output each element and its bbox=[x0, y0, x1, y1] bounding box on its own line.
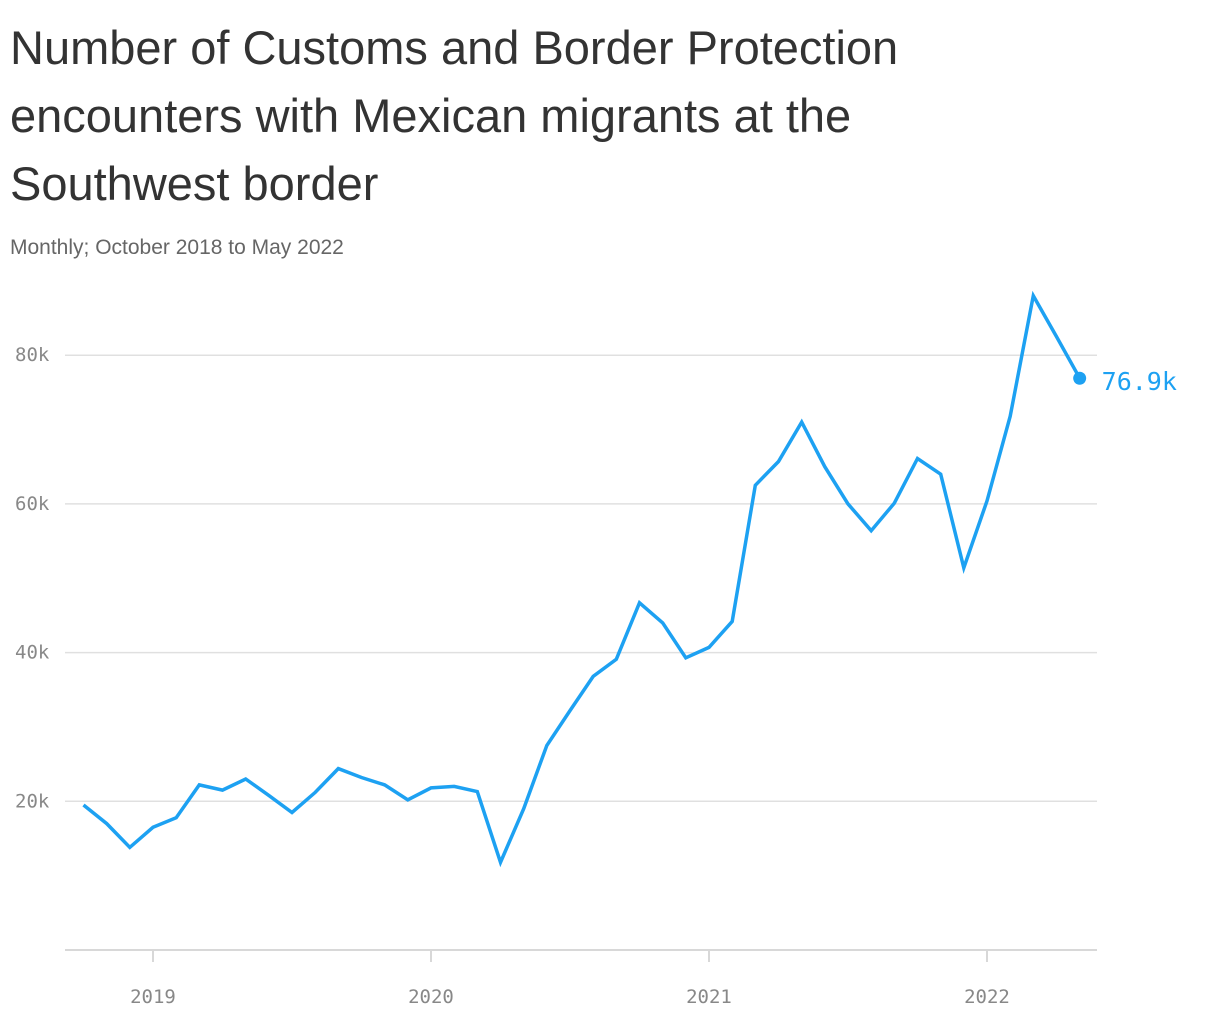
endpoint-marker bbox=[1073, 371, 1087, 385]
chart-subtitle: Monthly; October 2018 to May 2022 bbox=[10, 236, 344, 259]
x-tick-label: 2022 bbox=[964, 986, 1010, 1008]
series-layer: 76.9k bbox=[82, 290, 1177, 868]
y-tick-label: 60k bbox=[15, 493, 50, 515]
y-tick-label: 80k bbox=[15, 344, 50, 366]
x-tick-label: 2021 bbox=[686, 986, 732, 1008]
series-line bbox=[82, 290, 1082, 868]
endpoint-value-label: 76.9k bbox=[1102, 367, 1177, 396]
chart-title: Number of Customs and Border Protection … bbox=[10, 21, 899, 210]
y-tick-label: 40k bbox=[15, 642, 50, 664]
y-axis-labels: 20k 40k 60k 80k bbox=[15, 344, 50, 812]
y-tick-label: 20k bbox=[15, 790, 50, 812]
x-tick-label: 2020 bbox=[408, 986, 454, 1008]
gridlines bbox=[65, 354, 1097, 803]
x-axis: 2019 2020 2021 2022 bbox=[65, 949, 1097, 1008]
x-tick-label: 2019 bbox=[130, 986, 176, 1008]
